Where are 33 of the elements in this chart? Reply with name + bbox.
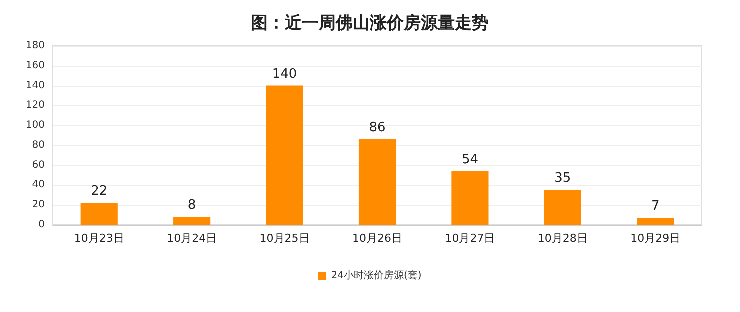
bar xyxy=(174,217,211,225)
x-tick-label: 10月26日 xyxy=(352,232,402,245)
bar xyxy=(80,203,118,225)
y-tick-label: 20 xyxy=(32,200,45,211)
y-tick-label: 60 xyxy=(32,160,45,171)
y-tick-label: 80 xyxy=(32,140,45,151)
y-tick-label: 0 xyxy=(38,220,45,230)
bar xyxy=(358,139,396,225)
data-label: 35 xyxy=(554,171,572,186)
x-tick-label: 10月28日 xyxy=(538,232,588,245)
x-tick-label: 10月27日 xyxy=(445,232,496,245)
data-label: 22 xyxy=(91,184,108,200)
bar xyxy=(266,86,304,225)
x-tick-label: 10月24日 xyxy=(167,232,218,245)
y-tick-label: 140 xyxy=(26,80,45,92)
bar xyxy=(544,190,582,225)
y-tick-label: 40 xyxy=(32,180,45,191)
y-tick-label: 120 xyxy=(26,100,45,112)
data-label: 7 xyxy=(652,199,660,214)
x-tick-label: 10月23日 xyxy=(74,232,124,245)
data-label: 8 xyxy=(188,198,196,214)
data-label: 140 xyxy=(272,66,298,82)
data-label: 54 xyxy=(462,152,478,168)
x-tick-label: 10月25日 xyxy=(260,232,310,245)
legend-label: 24小时涨价房源(套) xyxy=(331,270,422,282)
y-tick-label: 160 xyxy=(26,60,45,72)
bar xyxy=(637,218,674,225)
chart-title: 图：近一周佛山涨价房源量走势 xyxy=(251,14,489,34)
bar xyxy=(452,171,489,225)
x-tick-label: 10月29日 xyxy=(630,232,681,245)
data-label: 86 xyxy=(369,120,386,136)
y-tick-label: 100 xyxy=(26,120,45,132)
y-tick-label: 180 xyxy=(26,40,45,52)
